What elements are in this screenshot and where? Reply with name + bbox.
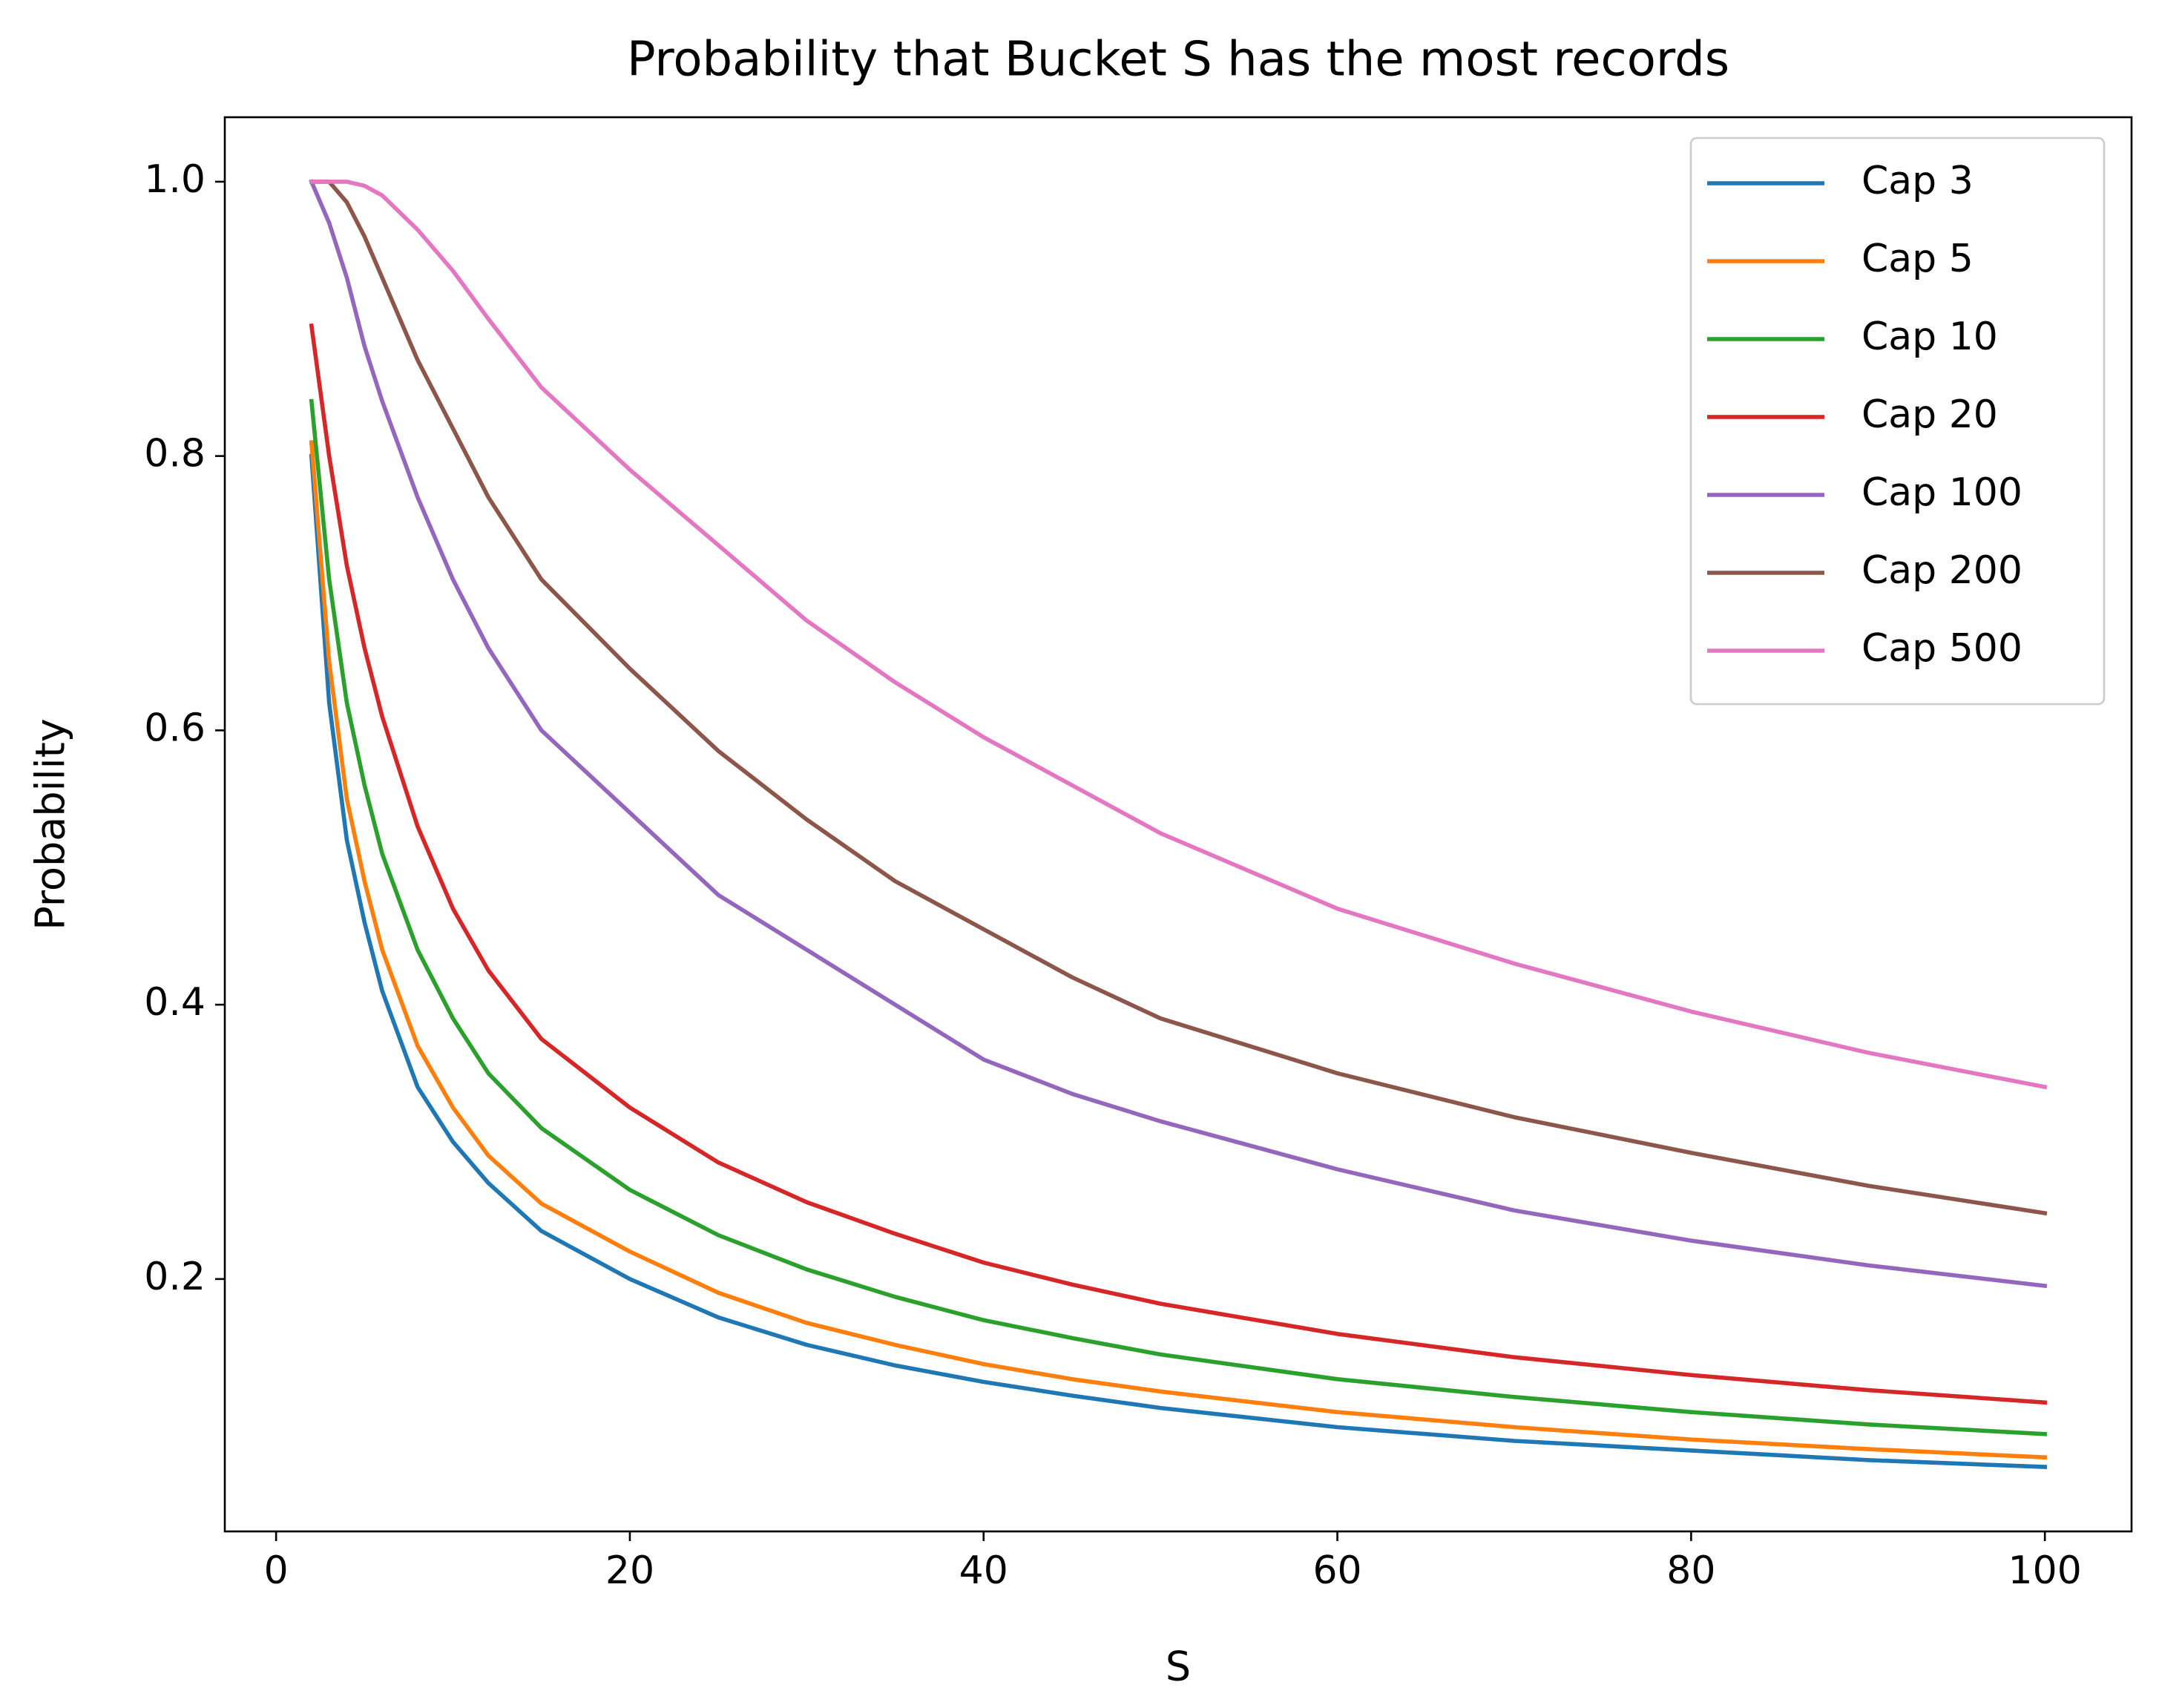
series-line [309,440,2048,1460]
x-tick-label: 60 [1312,1548,1361,1593]
series-line [309,180,2048,1216]
legend: Cap 3 Cap 5 Cap 10 Cap 20 Cap 100 Cap 200 Cap … [1689,137,2106,706]
legend-label: Cap 5 [1861,237,1974,281]
legend-label: Cap 3 [1861,159,1974,203]
legend-label: Cap 20 [1861,392,1998,437]
y-tick-label: 0.8 [144,432,206,476]
y-tick-label: 0.4 [144,980,206,1025]
legend-label: Cap 10 [1861,315,1998,359]
x-tick-label: 100 [2008,1548,2082,1593]
x-tick-label: 0 [264,1548,289,1593]
y-axis-label: Probability [27,718,74,930]
legend-box [1689,137,2106,706]
y-tick-label: 1.0 [144,157,206,202]
y-tick-label: 0.6 [144,706,206,750]
legend-label: Cap 200 [1861,548,2022,593]
x-tick-label: 20 [605,1548,654,1593]
series-line [309,398,2048,1436]
x-tick-label: 80 [1666,1548,1715,1593]
plot-frame [223,116,2133,1533]
series-line [309,180,2048,1090]
x-axis-label: S [1166,1643,1191,1690]
series-line [309,179,2048,1289]
legend-label: Cap 100 [1861,470,2022,515]
series-line [309,453,2048,1470]
legend-label: Cap 500 [1861,626,2022,671]
series-line [309,323,2048,1405]
y-tick-label: 0.2 [144,1255,206,1299]
x-tick-label: 40 [959,1548,1008,1593]
chart-title: Probability that Bucket S has the most r… [627,33,1729,88]
